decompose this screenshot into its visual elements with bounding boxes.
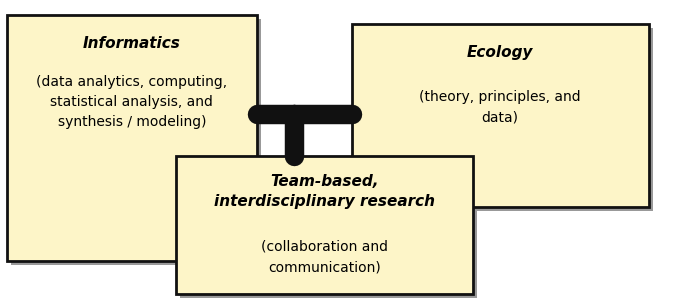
Text: (theory, principles, and
data): (theory, principles, and data) bbox=[419, 90, 581, 124]
FancyBboxPatch shape bbox=[176, 156, 473, 294]
FancyBboxPatch shape bbox=[352, 24, 649, 207]
FancyBboxPatch shape bbox=[11, 19, 261, 265]
Text: (collaboration and
communication): (collaboration and communication) bbox=[261, 240, 388, 274]
Text: (data analytics, computing,
statistical analysis, and
synthesis / modeling): (data analytics, computing, statistical … bbox=[37, 75, 227, 129]
FancyBboxPatch shape bbox=[356, 28, 653, 211]
Text: Ecology: Ecology bbox=[467, 45, 533, 60]
FancyBboxPatch shape bbox=[7, 15, 257, 261]
Text: Team-based,
interdisciplinary research: Team-based, interdisciplinary research bbox=[214, 174, 435, 209]
FancyBboxPatch shape bbox=[180, 160, 477, 298]
Text: Informatics: Informatics bbox=[83, 36, 180, 51]
